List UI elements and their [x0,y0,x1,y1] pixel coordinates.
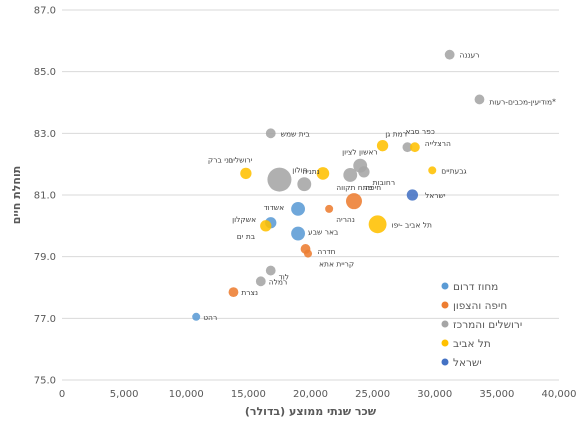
point-label: נצרת [241,288,258,297]
point-label: גבעתיים [441,166,466,175]
y-tick-label: 87.0 [34,6,56,17]
legend-entry: ירושלים והמרכז [453,319,522,331]
point-label: רהט [203,313,217,322]
x-tick-label: 0 [59,389,65,400]
data-point [260,220,272,232]
legend-entry: מחוז דרום [453,281,498,293]
point-label: מודיעין-מכבים-רעות* [489,97,556,106]
legend-marker [441,320,449,328]
point-label: חולון [292,165,307,174]
legend-marker [441,358,449,366]
point-label: הרצלייה [425,139,451,148]
legend-entry: ישראל [453,357,482,369]
data-point [376,140,389,152]
data-point [265,265,276,276]
legend-entry: תל אביב [453,338,491,350]
data-point [304,249,313,258]
data-point [265,128,276,139]
x-tick-label: 40,000 [542,389,577,400]
data-point [267,167,292,192]
y-tick-label: 79.0 [34,252,56,263]
data-point [297,177,312,192]
data-point [428,166,437,175]
point-label: ישראל [425,191,446,200]
legend-entry: חיפה והצפון [453,300,507,312]
point-label: קריית אתא [319,260,354,269]
data-point [240,167,252,180]
x-tick-label: 30,000 [417,389,452,400]
point-label: ראשון לציון [342,148,378,157]
data-point [316,167,330,180]
legend-marker [441,282,449,290]
point-label: תל אביב -יפו [392,220,433,229]
point-label: רמת גן [385,130,407,139]
data-point [291,201,306,216]
y-tick-label: 83.0 [34,129,56,140]
point-label: אשדוד [264,203,285,212]
point-label: כפר סבא [405,127,435,136]
y-tick-label: 85.0 [34,67,56,78]
y-axis-title: תוחלת חיים [10,166,23,225]
point-label: רעננה [460,51,480,60]
data-point [406,189,419,201]
point-label: רמלה [269,277,288,286]
point-label: חיפה [365,183,381,192]
legend-marker [441,301,449,309]
data-point [368,215,387,234]
data-point [325,204,334,213]
x-tick-label: 10,000 [169,389,204,400]
point-label: נהריה [336,215,355,224]
point-label: ירושלים [228,156,253,165]
point-label: פתח תקווה [336,183,372,192]
point-label: רחובות [373,178,396,187]
data-point [255,276,266,287]
x-tick-label: 35,000 [479,389,514,400]
x-axis-title: שכר שנתי ממוצע (בדולר) [245,405,377,418]
point-label: בית שמש [281,129,311,138]
point-label: חדרה [317,247,335,256]
x-tick-label: 25,000 [355,389,390,400]
point-label: לוד [279,273,289,282]
x-axis-ticks: 0 5,000 10,000 15,000 20,000 25,000 30,000 35,0… [59,389,577,400]
point-label: נתניה [302,167,320,176]
data-point [228,287,239,298]
data-point [345,193,362,210]
data-point [409,142,420,153]
legend-marker [441,339,449,347]
data-points [192,49,485,321]
data-point [402,142,413,153]
data-point [444,49,455,60]
point-label: אשקלון [232,215,256,224]
x-tick-label: 15,000 [231,389,266,400]
y-tick-label: 77.0 [34,314,56,325]
y-axis-ticks: 75.0 77.0 79.0 81.0 83.0 85.0 87.0 [34,6,56,387]
point-label: באר שבע [308,228,339,237]
point-label: בת ים [237,232,256,241]
data-point [343,168,358,182]
x-tick-label: 5,000 [110,389,139,400]
x-tick-label: 20,000 [293,389,328,400]
data-point [291,226,306,241]
legend: מחוז דרום חיפה והצפון ירושלים והמרכז תל אבי… [441,281,522,369]
y-tick-label: 75.0 [34,376,56,387]
y-tick-label: 81.0 [34,191,56,202]
point-label: בני ברק [208,155,234,164]
data-point [192,312,201,321]
data-point [474,94,485,105]
data-point [358,166,370,178]
point-labels: רהט אשקלון אשדוד באר שבע נצרת חדרה קריית אתא נה… [203,51,556,322]
